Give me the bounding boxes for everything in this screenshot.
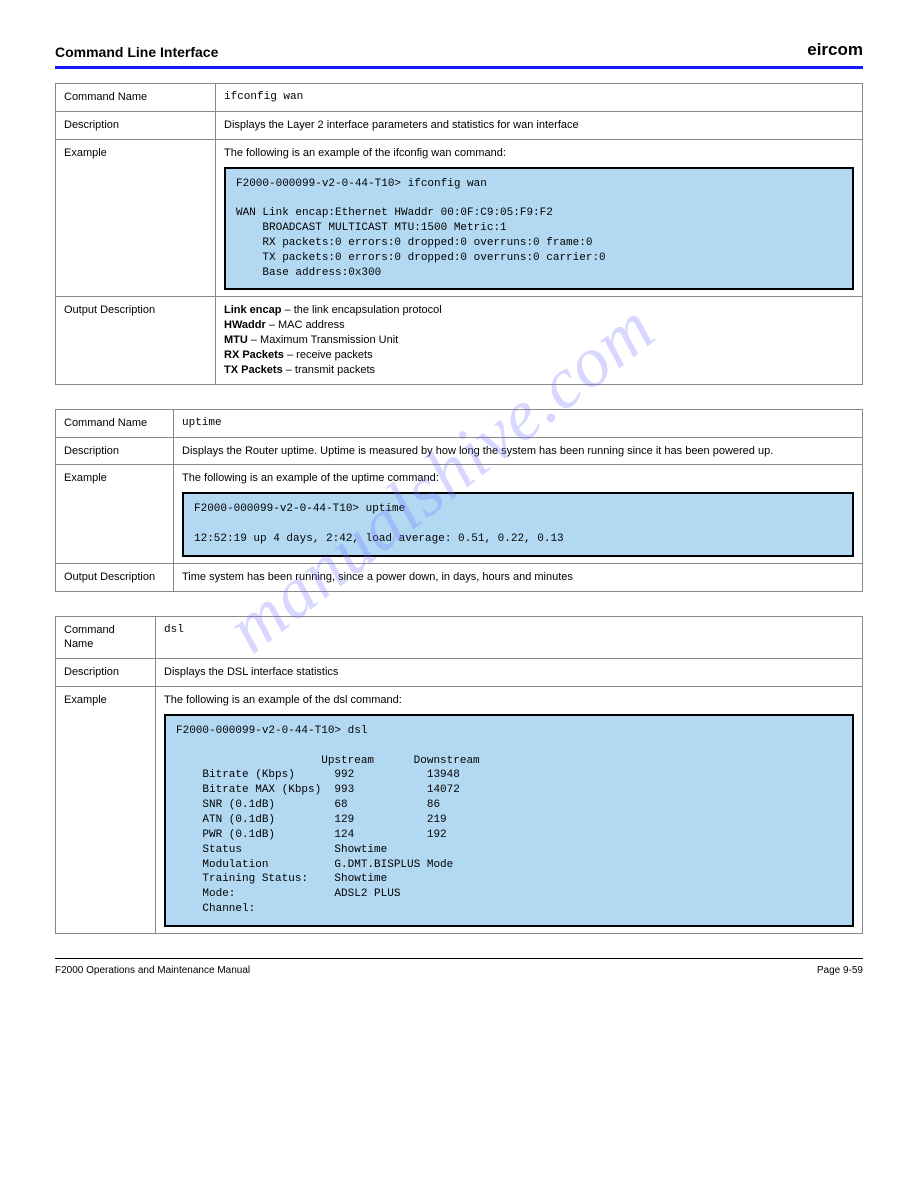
brand-logo: eircom (807, 40, 863, 60)
row-label: Description (56, 111, 216, 139)
row-label: Output Description (56, 563, 174, 591)
page-footer: F2000 Operations and Maintenance Manual … (55, 958, 863, 976)
row-value: Displays the DSL interface statistics (156, 659, 863, 687)
table-row: DescriptionDisplays the Router uptime. U… (56, 437, 863, 465)
row-value: Link encap – the link encapsulation prot… (216, 297, 863, 384)
row-value: Displays the Router uptime. Uptime is me… (174, 437, 863, 465)
row-value: The following is an example of the uptim… (174, 465, 863, 563)
page-header: Command Line Interface eircom (55, 40, 863, 69)
table-row: Command Nameifconfig wan (56, 84, 863, 112)
table-row: Example The following is an example of th… (56, 687, 863, 934)
example-output: F2000-000099-v2-0-44-T10> dsl Upstream D… (164, 714, 854, 927)
row-value: The following is an example of the ifcon… (216, 139, 863, 297)
table-row: Example The following is an example of th… (56, 139, 863, 297)
row-label: Description (56, 659, 156, 687)
row-label: Command Name (56, 84, 216, 112)
row-value: ifconfig wan (216, 84, 863, 112)
row-label: Output Description (56, 297, 216, 384)
row-value: Displays the Layer 2 interface parameter… (216, 111, 863, 139)
row-value: The following is an example of the dsl c… (156, 687, 863, 934)
row-value: dsl (156, 616, 863, 659)
example-intro: The following is an example of the ifcon… (224, 146, 854, 161)
row-label: Command Name (56, 616, 156, 659)
row-label: Example (56, 139, 216, 297)
table-row: Command Namedsl (56, 616, 863, 659)
footer-doc-title: F2000 Operations and Maintenance Manual (55, 965, 250, 976)
footer-page-number: Page 9-59 (817, 965, 863, 976)
command-table: Command NameuptimeDescriptionDisplays th… (55, 409, 863, 592)
row-value: Time system has been running, since a po… (174, 563, 863, 591)
tables-container: Command Nameifconfig wanDescriptionDispl… (55, 83, 863, 934)
example-output: F2000-000099-v2-0-44-T10> ifconfig wan W… (224, 167, 854, 291)
table-row: Output DescriptionTime system has been r… (56, 563, 863, 591)
row-label: Example (56, 465, 174, 563)
page-title: Command Line Interface (55, 44, 218, 60)
table-row: Example The following is an example of th… (56, 465, 863, 563)
example-output: F2000-000099-v2-0-44-T10> uptime 12:52:1… (182, 492, 854, 557)
row-label: Description (56, 437, 174, 465)
row-label: Command Name (56, 409, 174, 437)
table-row: Output DescriptionLink encap – the link … (56, 297, 863, 384)
table-row: DescriptionDisplays the Layer 2 interfac… (56, 111, 863, 139)
command-table: Command NamedslDescriptionDisplays the D… (55, 616, 863, 934)
table-row: DescriptionDisplays the DSL interface st… (56, 659, 863, 687)
example-intro: The following is an example of the dsl c… (164, 693, 854, 708)
example-intro: The following is an example of the uptim… (182, 471, 854, 486)
command-table: Command Nameifconfig wanDescriptionDispl… (55, 83, 863, 385)
row-value: uptime (174, 409, 863, 437)
table-row: Command Nameuptime (56, 409, 863, 437)
row-label: Example (56, 687, 156, 934)
